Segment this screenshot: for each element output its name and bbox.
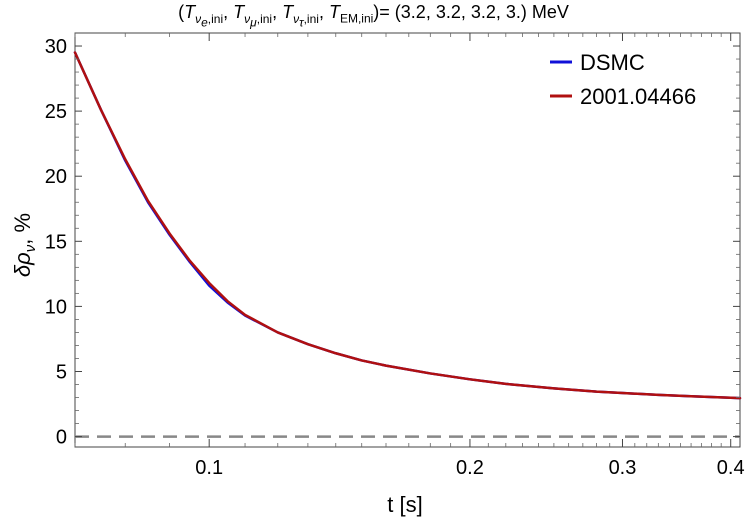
- y-tick-label: 15: [45, 231, 67, 253]
- chart-title: (Tνe,ini, Tνμ,ini, Tντ,ini, TEM,ini)= (3…: [178, 2, 569, 29]
- x-tick-label: 0.1: [195, 457, 223, 479]
- y-axis-label: δρν, %: [10, 213, 39, 277]
- series-line-reference: [73, 51, 742, 400]
- x-tick-label: 0.4: [717, 457, 745, 479]
- svg-text:δρν, %: δρν, %: [10, 213, 39, 277]
- y-tick-label: 0: [56, 427, 67, 449]
- y-tick-label: 5: [56, 361, 67, 383]
- x-tick-label: 0.3: [609, 457, 637, 479]
- x-tick-label: 0.2: [456, 457, 484, 479]
- y-tick-label: 30: [45, 36, 67, 58]
- legend-label: DSMC: [580, 50, 645, 75]
- y-tick-label: 10: [45, 296, 67, 318]
- y-tick-label: 20: [45, 166, 67, 188]
- plot-frame: [74, 32, 741, 448]
- x-axis-label: t [s]: [387, 492, 422, 517]
- legend-label: 2001.04466: [580, 84, 696, 109]
- y-tick-label: 25: [45, 101, 67, 123]
